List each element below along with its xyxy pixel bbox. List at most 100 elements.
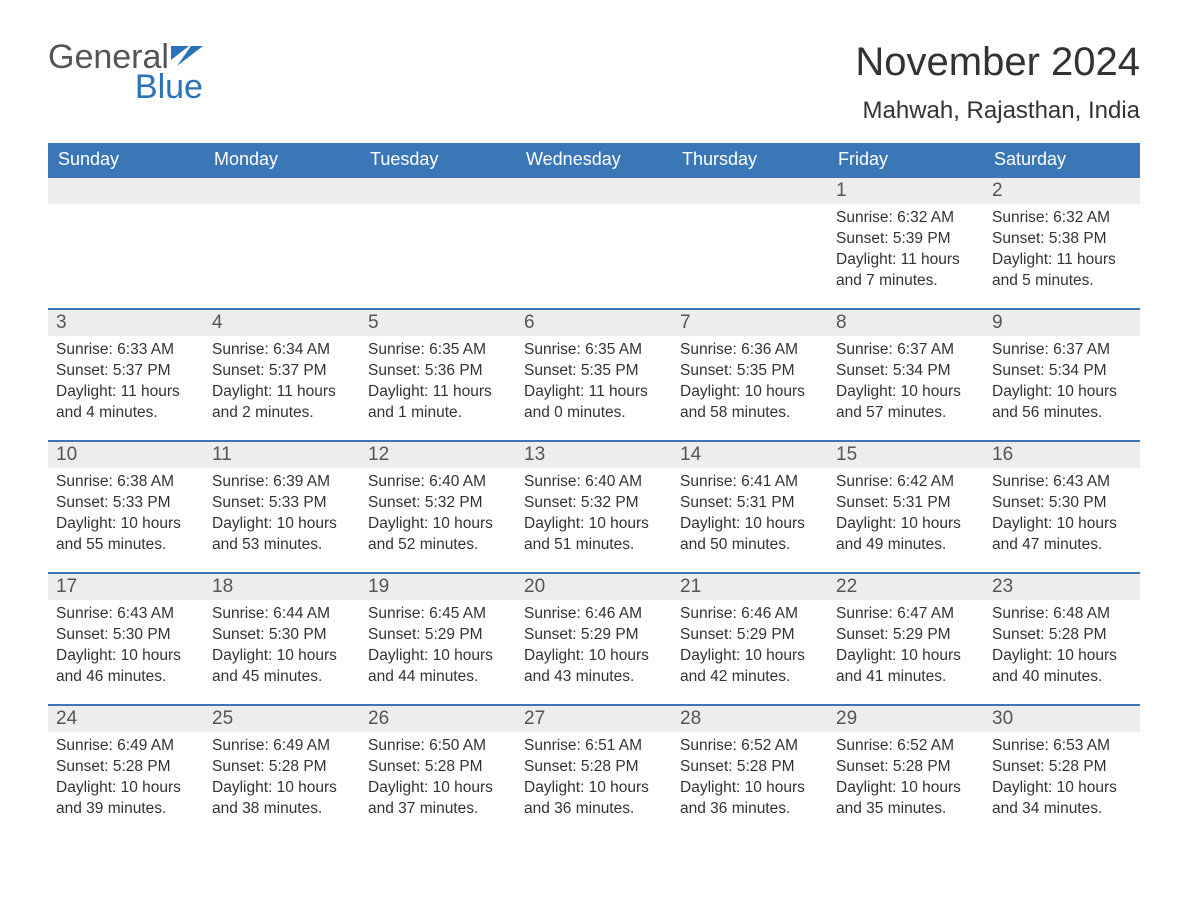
sunrise-text: Sunrise: 6:49 AM (56, 736, 196, 757)
calendar-day-cell: 29Sunrise: 6:52 AMSunset: 5:28 PMDayligh… (828, 704, 984, 836)
sunset-text: Sunset: 5:30 PM (212, 625, 352, 646)
sunset-text: Sunset: 5:28 PM (212, 757, 352, 778)
day-details: Sunrise: 6:53 AMSunset: 5:28 PMDaylight:… (984, 732, 1140, 826)
sunset-text: Sunset: 5:35 PM (524, 361, 664, 382)
location-subtitle: Mahwah, Rajasthan, India (855, 97, 1140, 125)
calendar-day-cell: 21Sunrise: 6:46 AMSunset: 5:29 PMDayligh… (672, 572, 828, 704)
sunrise-text: Sunrise: 6:32 AM (836, 208, 976, 229)
day-details: Sunrise: 6:52 AMSunset: 5:28 PMDaylight:… (672, 732, 828, 826)
weekday-header: Thursday (672, 143, 828, 176)
sunset-text: Sunset: 5:28 PM (368, 757, 508, 778)
sunset-text: Sunset: 5:28 PM (680, 757, 820, 778)
sunset-text: Sunset: 5:32 PM (524, 493, 664, 514)
day-number: 21 (672, 572, 828, 600)
daylight-text: Daylight: 11 hours and 1 minute. (368, 382, 508, 424)
day-number-bar (204, 176, 360, 204)
sunrise-text: Sunrise: 6:48 AM (992, 604, 1132, 625)
daylight-text: Daylight: 10 hours and 41 minutes. (836, 646, 976, 688)
sunset-text: Sunset: 5:28 PM (992, 757, 1132, 778)
day-details: Sunrise: 6:35 AMSunset: 5:35 PMDaylight:… (516, 336, 672, 430)
day-number: 1 (828, 176, 984, 204)
day-number: 4 (204, 308, 360, 336)
calendar-day-cell: 24Sunrise: 6:49 AMSunset: 5:28 PMDayligh… (48, 704, 204, 836)
calendar-day-cell: 17Sunrise: 6:43 AMSunset: 5:30 PMDayligh… (48, 572, 204, 704)
calendar-day-cell (360, 176, 516, 308)
calendar-day-cell: 14Sunrise: 6:41 AMSunset: 5:31 PMDayligh… (672, 440, 828, 572)
sunset-text: Sunset: 5:29 PM (680, 625, 820, 646)
day-number: 6 (516, 308, 672, 336)
daylight-text: Daylight: 10 hours and 35 minutes. (836, 778, 976, 820)
sunset-text: Sunset: 5:35 PM (680, 361, 820, 382)
calendar-day-cell: 7Sunrise: 6:36 AMSunset: 5:35 PMDaylight… (672, 308, 828, 440)
sunrise-text: Sunrise: 6:34 AM (212, 340, 352, 361)
day-details: Sunrise: 6:37 AMSunset: 5:34 PMDaylight:… (984, 336, 1140, 430)
page-header: General Blue November 2024 Mahwah, Rajas… (48, 40, 1140, 125)
sunrise-text: Sunrise: 6:53 AM (992, 736, 1132, 757)
daylight-text: Daylight: 10 hours and 46 minutes. (56, 646, 196, 688)
sunrise-text: Sunrise: 6:36 AM (680, 340, 820, 361)
daylight-text: Daylight: 10 hours and 49 minutes. (836, 514, 976, 556)
daylight-text: Daylight: 11 hours and 2 minutes. (212, 382, 352, 424)
day-details: Sunrise: 6:46 AMSunset: 5:29 PMDaylight:… (672, 600, 828, 694)
daylight-text: Daylight: 11 hours and 4 minutes. (56, 382, 196, 424)
day-details: Sunrise: 6:32 AMSunset: 5:39 PMDaylight:… (828, 204, 984, 298)
day-details: Sunrise: 6:47 AMSunset: 5:29 PMDaylight:… (828, 600, 984, 694)
sunset-text: Sunset: 5:36 PM (368, 361, 508, 382)
brand-logo: General Blue (48, 40, 203, 104)
weekday-header-row: SundayMondayTuesdayWednesdayThursdayFrid… (48, 143, 1140, 176)
day-number: 7 (672, 308, 828, 336)
day-details: Sunrise: 6:35 AMSunset: 5:36 PMDaylight:… (360, 336, 516, 430)
calendar-day-cell: 11Sunrise: 6:39 AMSunset: 5:33 PMDayligh… (204, 440, 360, 572)
weekday-header: Monday (204, 143, 360, 176)
day-number: 10 (48, 440, 204, 468)
day-details: Sunrise: 6:46 AMSunset: 5:29 PMDaylight:… (516, 600, 672, 694)
sunrise-text: Sunrise: 6:33 AM (56, 340, 196, 361)
sunrise-text: Sunrise: 6:46 AM (680, 604, 820, 625)
sunset-text: Sunset: 5:34 PM (992, 361, 1132, 382)
daylight-text: Daylight: 10 hours and 57 minutes. (836, 382, 976, 424)
sunset-text: Sunset: 5:31 PM (836, 493, 976, 514)
calendar-day-cell: 13Sunrise: 6:40 AMSunset: 5:32 PMDayligh… (516, 440, 672, 572)
calendar-day-cell: 22Sunrise: 6:47 AMSunset: 5:29 PMDayligh… (828, 572, 984, 704)
sunset-text: Sunset: 5:29 PM (368, 625, 508, 646)
weekday-header: Tuesday (360, 143, 516, 176)
calendar-day-cell: 18Sunrise: 6:44 AMSunset: 5:30 PMDayligh… (204, 572, 360, 704)
day-details: Sunrise: 6:34 AMSunset: 5:37 PMDaylight:… (204, 336, 360, 430)
day-details: Sunrise: 6:51 AMSunset: 5:28 PMDaylight:… (516, 732, 672, 826)
sunrise-text: Sunrise: 6:38 AM (56, 472, 196, 493)
day-number: 3 (48, 308, 204, 336)
day-number: 2 (984, 176, 1140, 204)
sunrise-text: Sunrise: 6:35 AM (368, 340, 508, 361)
day-details: Sunrise: 6:50 AMSunset: 5:28 PMDaylight:… (360, 732, 516, 826)
day-number: 24 (48, 704, 204, 732)
day-details: Sunrise: 6:42 AMSunset: 5:31 PMDaylight:… (828, 468, 984, 562)
day-details: Sunrise: 6:45 AMSunset: 5:29 PMDaylight:… (360, 600, 516, 694)
day-number: 16 (984, 440, 1140, 468)
calendar-week-row: 10 Sunrise: 6:38 AM Sunset: 5:33 PM Dayligh… (48, 440, 1140, 572)
day-details: Sunrise: 6:49 AMSunset: 5:28 PMDaylight:… (48, 732, 204, 826)
sunrise-text: Sunrise: 6:51 AM (524, 736, 664, 757)
calendar-body: 1Sunrise: 6:32 AMSunset: 5:39 PMDaylight… (48, 176, 1140, 836)
month-title: November 2024 (855, 40, 1140, 85)
calendar-day-cell: 12Sunrise: 6:40 AMSunset: 5:32 PMDayligh… (360, 440, 516, 572)
sunset-text: Sunset: 5:29 PM (524, 625, 664, 646)
calendar-day-cell: 15Sunrise: 6:42 AMSunset: 5:31 PMDayligh… (828, 440, 984, 572)
daylight-text: Daylight: 10 hours and 34 minutes. (992, 778, 1132, 820)
calendar-day-cell (672, 176, 828, 308)
sunrise-text: Sunrise: 6:52 AM (836, 736, 976, 757)
daylight-text: Daylight: 10 hours and 56 minutes. (992, 382, 1132, 424)
daylight-text: Daylight: 10 hours and 43 minutes. (524, 646, 664, 688)
weekday-header: Wednesday (516, 143, 672, 176)
day-number: 27 (516, 704, 672, 732)
calendar-day-cell: 4Sunrise: 6:34 AMSunset: 5:37 PMDaylight… (204, 308, 360, 440)
sunset-text: Sunset: 5:33 PM (212, 493, 352, 514)
calendar-day-cell: 5Sunrise: 6:35 AMSunset: 5:36 PMDaylight… (360, 308, 516, 440)
calendar-day-cell: 28Sunrise: 6:52 AMSunset: 5:28 PMDayligh… (672, 704, 828, 836)
sunset-text: Sunset: 5:28 PM (56, 757, 196, 778)
sunrise-text: Sunrise: 6:40 AM (524, 472, 664, 493)
sunrise-text: Sunrise: 6:40 AM (368, 472, 508, 493)
day-number: 25 (204, 704, 360, 732)
daylight-text: Daylight: 10 hours and 36 minutes. (680, 778, 820, 820)
day-details: Sunrise: 6:32 AMSunset: 5:38 PMDaylight:… (984, 204, 1140, 298)
daylight-text: Daylight: 10 hours and 55 minutes. (56, 514, 196, 556)
